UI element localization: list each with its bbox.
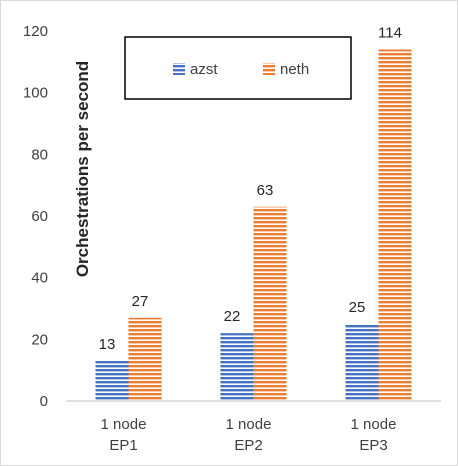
x-tick-label: EP2 [234, 437, 262, 454]
x-tick-label: 1 node [226, 416, 272, 433]
bar-neth-2 [253, 206, 287, 401]
legend: azst neth [124, 36, 352, 100]
legend-label-azst: azst [190, 61, 218, 78]
bar-azst-1 [95, 360, 129, 401]
data-label-azst-1: 13 [99, 336, 116, 353]
y-tick-label: 60 [31, 208, 48, 225]
legend-swatch-azst [173, 63, 185, 75]
y-tick-label: 120 [23, 23, 48, 40]
data-label-azst-2: 22 [224, 308, 241, 325]
y-tick-label: 20 [31, 331, 48, 348]
data-label-neth-3: 114 [378, 25, 402, 42]
y-tick-label: 40 [31, 270, 48, 287]
legend-label-neth: neth [280, 61, 309, 78]
bar-neth-3 [378, 49, 412, 401]
x-axis-ticks: 1 node EP1 1 node EP2 1 node EP3 [101, 416, 397, 454]
data-label-neth-1: 27 [132, 293, 149, 310]
bar-azst-3 [345, 323, 379, 401]
legend-swatch-neth [263, 63, 275, 75]
y-axis-ticks: 0 20 40 60 80 100 120 [23, 23, 48, 410]
x-tick-label: 1 node [101, 416, 147, 433]
y-tick-label: 0 [40, 393, 48, 410]
bars [95, 49, 412, 401]
bar-neth-1 [128, 317, 162, 401]
y-axis-title: Orchestrations per second [73, 61, 92, 277]
x-tick-label: EP3 [359, 437, 387, 454]
y-tick-label: 80 [31, 146, 48, 163]
legend-box [124, 36, 352, 100]
x-tick-label: EP1 [109, 437, 137, 454]
bar-azst-2 [220, 333, 254, 401]
x-tick-label: 1 node [351, 416, 397, 433]
data-labels: 13 27 22 63 25 114 [99, 25, 402, 353]
data-label-neth-2: 63 [257, 182, 274, 199]
data-label-azst-3: 25 [349, 299, 366, 316]
y-tick-label: 100 [23, 85, 48, 102]
